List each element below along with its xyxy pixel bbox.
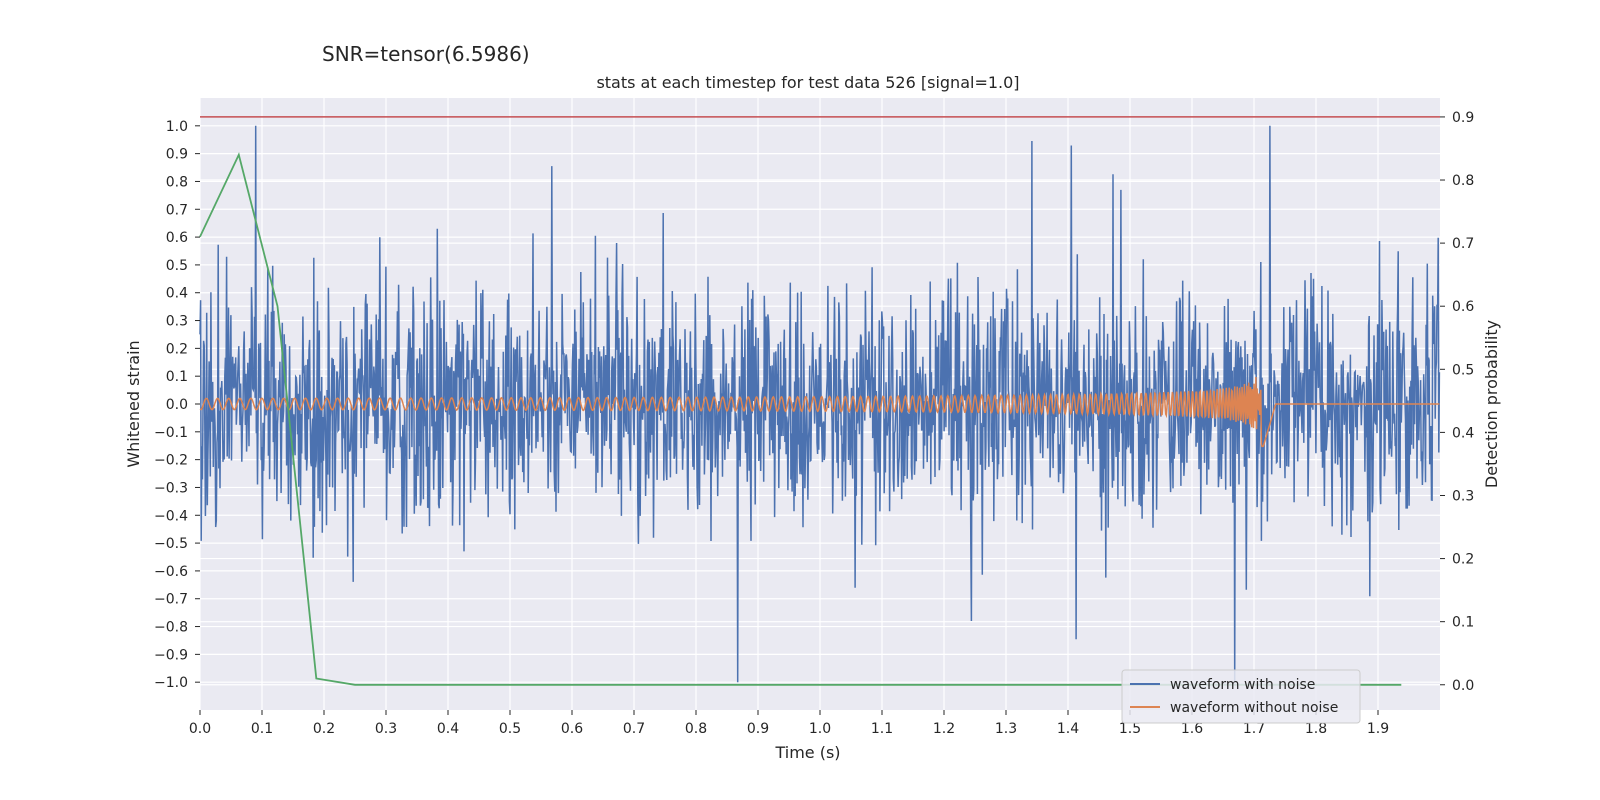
y-tick-label-2: 0.8 xyxy=(166,174,188,190)
y2-tick-label-1: 0.8 xyxy=(1452,173,1474,189)
y-axis-label: Whitened strain xyxy=(124,340,143,467)
x-tick-label-12: 1.2 xyxy=(933,721,955,737)
y2-axis-ticks: 0.9 0.8 0.7 0.6 0.5 0.4 0.3 0.2 0.1 0.0 xyxy=(1440,110,1474,694)
x-tick-label-14: 1.4 xyxy=(1057,721,1079,737)
y2-tick-label-6: 0.3 xyxy=(1452,488,1474,504)
y-tick-label-18: −0.8 xyxy=(154,620,188,636)
y-tick-label-3: 0.7 xyxy=(166,202,188,218)
y2-tick-label-0: 0.9 xyxy=(1452,110,1474,126)
y2-tick-label-9: 0.0 xyxy=(1452,678,1474,694)
y-tick-label-11: −0.1 xyxy=(154,425,188,441)
y-tick-label-7: 0.3 xyxy=(166,314,188,330)
x-tick-label-10: 1.0 xyxy=(809,721,831,737)
y-tick-label-1: 0.9 xyxy=(166,147,188,163)
x-tick-label-13: 1.3 xyxy=(995,721,1017,737)
x-tick-label-1: 0.1 xyxy=(251,721,273,737)
x-tick-label-11: 1.1 xyxy=(871,721,893,737)
x-tick-label-8: 0.8 xyxy=(685,721,707,737)
y-tick-label-17: −0.7 xyxy=(154,592,188,608)
legend-box xyxy=(1121,669,1361,724)
legend-label-with-noise: waveform with noise xyxy=(1170,677,1315,693)
x-tick-label-4: 0.4 xyxy=(437,721,459,737)
y-tick-label-8: 0.2 xyxy=(166,341,188,357)
y-tick-label-10: 0.0 xyxy=(166,397,188,413)
x-tick-label-16: 1.6 xyxy=(1181,721,1203,737)
noisy-waveform-path xyxy=(199,125,1441,683)
y-tick-label-9: 0.1 xyxy=(166,369,188,385)
y-tick-label-13: −0.3 xyxy=(154,480,188,496)
x-tick-label-18: 1.8 xyxy=(1305,721,1327,737)
y-tick-label-5: 0.5 xyxy=(166,258,188,274)
y-tick-label-12: −0.2 xyxy=(154,453,188,469)
x-tick-label-5: 0.5 xyxy=(499,721,521,737)
suptitle: SNR=tensor(6.5986) xyxy=(322,42,530,66)
y-tick-label-14: −0.4 xyxy=(154,508,188,524)
y2-tick-label-7: 0.2 xyxy=(1452,552,1474,568)
x-tick-label-0: 0.0 xyxy=(189,721,211,737)
clean-waveform-path xyxy=(199,376,1440,448)
legend-label-without-noise: waveform without noise xyxy=(1170,700,1338,716)
y2-tick-label-5: 0.4 xyxy=(1452,425,1474,441)
detection-probability-line xyxy=(199,152,1402,686)
y-tick-label-4: 0.6 xyxy=(166,230,188,246)
y-tick-label-19: −0.9 xyxy=(154,647,188,663)
y2-tick-label-4: 0.5 xyxy=(1452,362,1474,378)
x-axis-ticks: 0.0 0.1 0.2 0.3 0.4 0.5 0.6 0.7 0.8 0.9 1.0 1.1 1.2 1… xyxy=(189,710,1389,737)
legend: waveform with noise waveform without noi… xyxy=(1121,669,1361,724)
y-tick-label-16: −0.6 xyxy=(154,564,188,580)
series-with-noise xyxy=(199,125,1441,683)
x-tick-label-7: 0.7 xyxy=(623,721,645,737)
x-tick-label-19: 1.9 xyxy=(1367,721,1389,737)
x-axis-label: Time (s) xyxy=(774,743,840,762)
y2-axis-label: Detection probability xyxy=(1482,320,1501,488)
x-tick-label-9: 0.9 xyxy=(747,721,769,737)
y2-tick-label-3: 0.6 xyxy=(1452,299,1474,315)
series-without-noise xyxy=(199,376,1440,448)
x-tick-label-15: 1.5 xyxy=(1119,721,1141,737)
y-tick-label-15: −0.5 xyxy=(154,536,188,552)
y-tick-label-0: 1.0 xyxy=(166,119,188,135)
y-tick-label-6: 0.4 xyxy=(166,286,188,302)
x-tick-label-6: 0.6 xyxy=(561,721,583,737)
x-tick-label-3: 0.3 xyxy=(375,721,397,737)
x-tick-label-17: 1.7 xyxy=(1243,721,1265,737)
chart-title: stats at each timestep for test data 526… xyxy=(596,73,1019,92)
detection-probability-path xyxy=(199,152,1402,686)
y2-tick-label-2: 0.7 xyxy=(1452,236,1474,252)
y-axis-ticks: 1.0 0.9 0.8 0.7 0.6 0.5 0.4 0.3 0.2 0.1 0.0 −0.1 −0.… xyxy=(154,119,200,691)
x-tick-label-2: 0.2 xyxy=(313,721,335,737)
y2-tick-label-8: 0.1 xyxy=(1452,615,1474,631)
y-tick-label-20: −1.0 xyxy=(154,675,188,691)
